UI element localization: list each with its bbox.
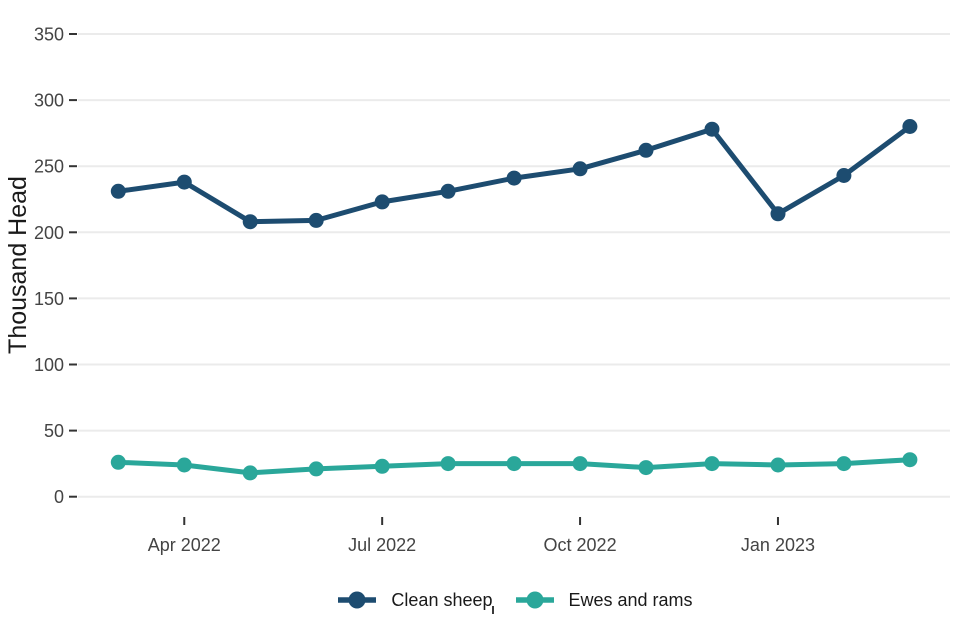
data-point-ewes-and-rams [242, 465, 258, 481]
x-tick-label: Apr 2022 [148, 535, 221, 555]
data-point-clean-sheep [242, 214, 258, 230]
y-tick-label: 100 [34, 355, 64, 375]
data-point-ewes-and-rams [572, 456, 588, 472]
y-tick-label: 50 [44, 421, 64, 441]
data-point-ewes-and-rams [308, 461, 324, 477]
data-point-clean-sheep [572, 161, 588, 177]
data-point-clean-sheep [308, 212, 324, 228]
data-point-clean-sheep [176, 174, 192, 190]
y-tick-label: 0 [54, 487, 64, 507]
data-point-clean-sheep [770, 206, 786, 222]
data-point-ewes-and-rams [506, 456, 522, 472]
legend-item-clean-sheep: Clean sheep [335, 586, 493, 614]
y-tick-label: 250 [34, 157, 64, 177]
data-point-clean-sheep [836, 168, 852, 183]
x-tick-label: Oct 2022 [544, 535, 617, 555]
data-point-clean-sheep [440, 183, 456, 199]
data-point-clean-sheep [506, 170, 522, 186]
data-point-ewes-and-rams [770, 457, 786, 473]
y-tick-label: 200 [34, 223, 64, 243]
y-tick-label: 150 [34, 289, 64, 309]
data-point-clean-sheep [638, 142, 654, 158]
x-tick-label: Jul 2022 [348, 535, 416, 555]
data-point-ewes-and-rams [374, 458, 390, 474]
data-point-ewes-and-rams [176, 457, 192, 473]
x-tick-label: Jan 2023 [741, 535, 815, 555]
data-point-ewes-and-rams [110, 454, 126, 470]
y-tick-label: 350 [34, 25, 64, 45]
data-point-clean-sheep [374, 194, 390, 210]
legend: Clean sheep Ewes and rams [78, 586, 950, 614]
data-point-ewes-and-rams [704, 456, 720, 472]
data-point-clean-sheep [110, 183, 126, 199]
data-point-ewes-and-rams [638, 460, 654, 476]
data-point-clean-sheep [902, 119, 918, 134]
legend-marker-ewes-and-rams [515, 591, 554, 609]
data-point-ewes-and-rams [902, 452, 918, 468]
data-point-ewes-and-rams [440, 456, 456, 472]
data-point-clean-sheep [704, 121, 720, 137]
plot-area: 0 50 100 150 200 250 300 350 Apr 2022 Jul 2022 Oct… [34, 25, 950, 555]
legend-marker-clean-sheep [338, 591, 377, 609]
legend-label-ewes-and-rams: Ewes and rams [568, 590, 693, 610]
text-cursor-artifact [492, 606, 494, 614]
data-point-ewes-and-rams [836, 456, 852, 472]
legend-label-clean-sheep: Clean sheep [391, 590, 493, 610]
legend-item-ewes-and-rams: Ewes and rams [513, 586, 693, 614]
y-tick-label: 300 [34, 91, 64, 111]
